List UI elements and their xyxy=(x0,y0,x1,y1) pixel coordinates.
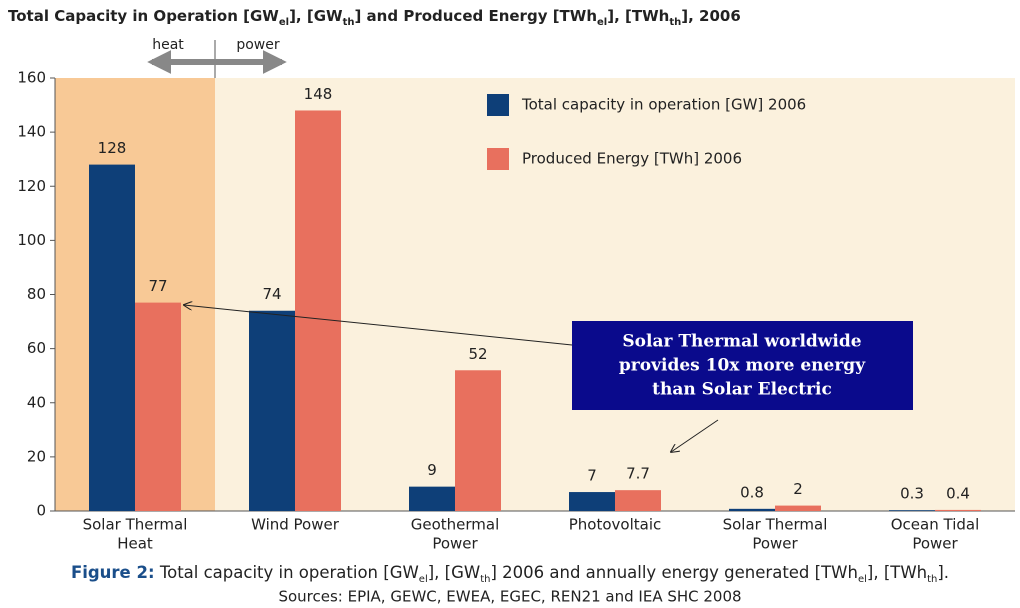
bar xyxy=(569,492,615,511)
x-tick-label: Wind Power xyxy=(251,516,340,534)
value-label: 128 xyxy=(98,139,127,157)
title-part: Total Capacity in Operation [GW xyxy=(8,7,279,25)
bar xyxy=(409,486,455,511)
y-tick-label: 100 xyxy=(17,231,46,249)
bar xyxy=(935,509,981,511)
y-tick-label: 60 xyxy=(27,339,46,357)
bar xyxy=(615,490,661,511)
legend-swatch xyxy=(487,94,509,116)
bar xyxy=(135,302,181,511)
y-tick-label: 120 xyxy=(17,177,46,195)
callout-text: Solar Thermal worldwide xyxy=(622,332,861,352)
legend-swatch xyxy=(487,148,509,170)
sources: Sources: EPIA, GEWC, EWEA, EGEC, REN21 a… xyxy=(278,588,741,606)
value-label: 74 xyxy=(262,285,281,303)
callout-text: provides 10x more energy xyxy=(619,356,866,376)
x-tick-label: Power xyxy=(752,535,798,553)
caption-subscript: th xyxy=(927,574,937,585)
x-tick-label: Solar Thermal xyxy=(83,516,188,534)
title-part: ] and Produced Energy [TWh xyxy=(354,7,597,25)
x-tick-label: Geothermal xyxy=(411,516,500,534)
callout-box xyxy=(572,321,913,410)
title-subscript: el xyxy=(279,17,289,28)
caption-part: ]. xyxy=(937,563,949,582)
bar xyxy=(249,310,295,511)
x-tick-label: Ocean Tidal xyxy=(891,516,980,534)
value-label: 0.4 xyxy=(946,484,970,502)
title-subscript: el xyxy=(597,17,607,28)
value-label: 0.3 xyxy=(900,485,924,503)
y-tick-label: 20 xyxy=(27,447,46,465)
value-label: 7.7 xyxy=(626,465,650,483)
chart-title: Total Capacity in Operation [GWel], [GWt… xyxy=(8,7,741,28)
title-part: ], 2006 xyxy=(681,7,741,25)
title-part: ], [GW xyxy=(289,7,343,25)
value-label: 9 xyxy=(427,461,437,479)
title-part: ], [TWh xyxy=(607,7,669,25)
value-label: 148 xyxy=(304,85,333,103)
y-tick-label: 160 xyxy=(17,69,46,87)
heat-label: heat xyxy=(152,37,184,53)
value-label: 77 xyxy=(148,277,167,295)
title-subscript: th xyxy=(343,17,355,28)
bar xyxy=(889,510,935,511)
value-label: 7 xyxy=(587,467,597,485)
caption-subscript: th xyxy=(480,574,490,585)
caption-subscript: el xyxy=(858,574,867,585)
x-tick-label: Solar Thermal xyxy=(723,516,828,534)
value-label: 0.8 xyxy=(740,483,764,501)
y-tick-label: 0 xyxy=(36,502,46,520)
callout-arrow xyxy=(184,305,573,346)
x-tick-label: Power xyxy=(912,535,958,553)
caption-part: ], [GW xyxy=(428,563,480,582)
x-tick-label: Power xyxy=(432,535,478,553)
x-tick-label: Heat xyxy=(117,535,153,553)
legend-label: Total capacity in operation [GW] 2006 xyxy=(521,96,806,114)
title-subscript: th xyxy=(669,17,681,28)
callout-text: than Solar Electric xyxy=(652,380,832,400)
power-label: power xyxy=(236,37,280,53)
bar xyxy=(729,508,775,511)
value-label: 52 xyxy=(468,345,487,363)
y-tick-label: 140 xyxy=(17,123,46,141)
power-region xyxy=(215,78,1015,511)
callout-arrow xyxy=(671,419,719,452)
x-tick-label: Photovoltaic xyxy=(569,516,662,534)
caption-subscript: el xyxy=(419,574,428,585)
bar xyxy=(455,370,501,511)
caption-part: Total capacity in operation [GW xyxy=(155,563,419,582)
caption-part: ], [TWh xyxy=(867,563,927,582)
caption-part: ] 2006 and annually energy generated [TW… xyxy=(490,563,857,582)
y-tick-label: 80 xyxy=(27,285,46,303)
bar xyxy=(775,505,821,511)
bar xyxy=(89,164,135,511)
caption: Figure 2: Total capacity in operation [G… xyxy=(71,563,949,585)
bar xyxy=(295,110,341,511)
legend-label: Produced Energy [TWh] 2006 xyxy=(522,150,742,168)
y-tick-label: 40 xyxy=(27,393,46,411)
value-label: 2 xyxy=(793,480,803,498)
caption-label: Figure 2: xyxy=(71,563,155,582)
